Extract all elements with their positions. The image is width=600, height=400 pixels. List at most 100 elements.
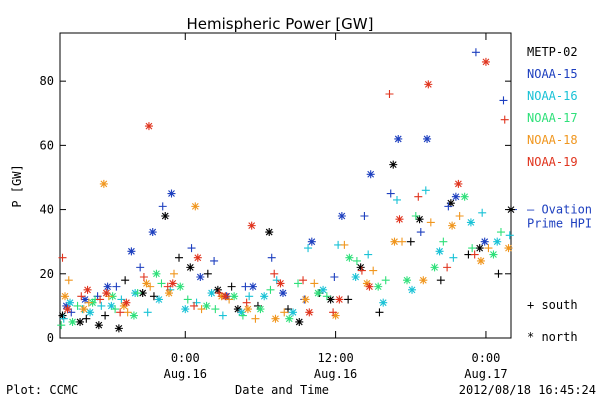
data-point-north	[331, 311, 340, 320]
data-point-south	[443, 263, 452, 272]
series-layer	[57, 48, 515, 333]
data-point-south	[369, 266, 378, 275]
data-point-south	[82, 314, 91, 323]
data-point-south	[471, 48, 480, 57]
data-point-south	[375, 308, 384, 317]
data-point-north	[148, 228, 157, 237]
data-point-south	[500, 115, 509, 124]
x-tick-date-label: Aug.16	[164, 367, 207, 381]
data-point-south	[157, 279, 166, 288]
data-point-south	[494, 269, 503, 278]
data-point-north	[448, 221, 457, 230]
data-point-south	[58, 253, 67, 262]
data-point-north	[423, 134, 432, 143]
data-point-north	[276, 279, 285, 288]
y-tick-label: 80	[40, 74, 54, 88]
data-point-south	[267, 253, 276, 262]
data-point-south	[360, 212, 369, 220]
data-point-north	[419, 276, 428, 285]
data-point-north	[489, 250, 498, 259]
series-noaa-19	[58, 57, 509, 317]
data-point-south	[139, 273, 148, 281]
data-point-south	[245, 292, 254, 301]
data-point-north	[168, 279, 177, 288]
legend-entry: NOAA-19	[527, 155, 578, 169]
data-point-south	[398, 237, 407, 246]
data-point-south	[426, 218, 435, 227]
series-noaa-18	[61, 179, 513, 323]
series-noaa-17	[57, 192, 505, 330]
data-point-north	[265, 228, 274, 237]
data-point-south	[116, 308, 125, 317]
data-point-south	[340, 240, 349, 249]
data-point-north	[314, 289, 323, 298]
data-point-south	[133, 289, 142, 298]
x-axis: 0:00Aug.1612:00Aug.160:00Aug.1712:00Aug.…	[164, 33, 508, 381]
data-point-south	[238, 311, 247, 320]
data-point-south	[117, 295, 126, 304]
legend-entry: NOAA-15	[527, 67, 578, 81]
x-tick-time-label: 0:00	[471, 351, 500, 365]
data-point-south	[149, 292, 158, 301]
data-point-north	[394, 134, 403, 143]
chart-title: Hemispheric Power [GW]	[187, 15, 374, 33]
y-tick-label: 60	[40, 138, 54, 152]
legend: METP-02 NOAA-15 NOAA-16 NOAA-17 NOAA-18 NOAA-…	[527, 45, 578, 344]
data-point-south	[499, 96, 508, 105]
series-metp-02	[58, 160, 515, 333]
data-point-south	[352, 256, 361, 265]
data-point-north	[256, 305, 265, 314]
data-point-south	[187, 244, 196, 253]
data-point-north	[326, 295, 335, 304]
data-point-north	[248, 282, 257, 291]
data-point-south	[416, 228, 425, 237]
data-point-north	[207, 289, 216, 298]
data-point-south	[299, 276, 308, 285]
data-point-south	[280, 308, 289, 317]
data-point-north	[152, 269, 161, 278]
data-point-south	[294, 279, 303, 288]
data-point-north	[295, 317, 304, 326]
data-point-south	[197, 305, 206, 314]
data-point-south	[77, 292, 86, 301]
data-point-north	[161, 212, 170, 220]
data-point-north	[81, 295, 90, 304]
data-point-south	[96, 295, 105, 304]
data-point-north	[466, 218, 475, 227]
data-point-south	[344, 295, 353, 304]
data-point-north	[102, 289, 111, 298]
data-point-south	[111, 305, 120, 314]
data-point-south	[381, 276, 390, 285]
data-point-north	[176, 282, 185, 291]
data-point-north	[167, 189, 176, 198]
data-point-south	[59, 314, 68, 323]
legend-entry: NOAA-18	[527, 133, 578, 147]
data-point-north	[307, 237, 316, 246]
data-point-south	[496, 228, 505, 237]
data-point-north	[233, 305, 242, 314]
data-point-north	[63, 305, 72, 314]
data-point-north	[94, 321, 103, 330]
data-point-south	[468, 244, 477, 253]
data-point-south	[241, 282, 250, 291]
x-tick-date-label: Aug.17	[464, 367, 507, 381]
x-tick-time-label: 12:00	[318, 351, 354, 365]
data-point-north	[127, 247, 136, 256]
data-point-north	[285, 314, 294, 323]
plot-frame	[59, 32, 512, 339]
data-point-north	[58, 311, 67, 320]
data-point-north	[424, 80, 433, 89]
data-point-south	[84, 298, 93, 307]
data-point-north	[366, 170, 375, 179]
data-point-north	[504, 244, 513, 253]
data-point-north	[337, 212, 346, 220]
data-point-south	[112, 282, 121, 291]
data-point-north	[351, 273, 360, 281]
data-point-north	[430, 263, 439, 272]
data-point-south	[484, 244, 493, 253]
data-point-south	[210, 256, 219, 265]
data-point-south	[190, 301, 199, 310]
data-point-north	[408, 285, 417, 294]
data-point-north	[435, 247, 444, 256]
